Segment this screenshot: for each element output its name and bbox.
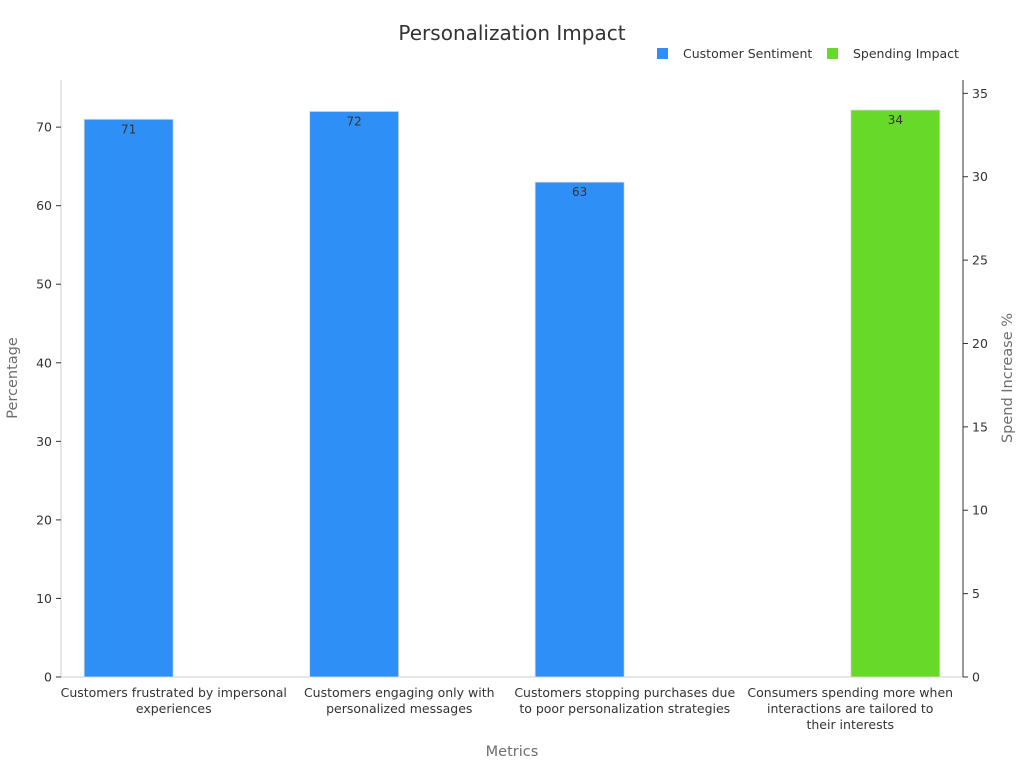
bar-customer-sentiment [83, 118, 174, 678]
x-tick-label: personalized messages [326, 701, 472, 716]
plot-area: 0 10 20 30 40 50 60 70 0 5 10 15 20 25 30 35 Customers f… [36, 80, 988, 732]
x-tick-label: to poor personalization strategies [519, 701, 730, 716]
y2-tick-label: 35 [972, 86, 988, 101]
y2-tick-label: 25 [972, 253, 988, 268]
y2-tick-label: 10 [972, 503, 988, 518]
legend-swatch-spending-impact [827, 48, 838, 59]
x-tick-label: interactions are tailored to [767, 701, 933, 716]
bar-value-label: 63 [572, 185, 587, 199]
y2-tick-label: 5 [972, 586, 980, 601]
bar-customer-sentiment [309, 111, 400, 678]
bar-spending-impact [850, 109, 941, 678]
x-tick-label: Consumers spending more when [747, 685, 953, 700]
x-tick-label: Customers frustrated by impersonal [61, 685, 287, 700]
legend-label-spending-impact: Spending Impact [853, 46, 959, 61]
x-tick-label: Customers stopping purchases due [514, 685, 735, 700]
y2-tick-label: 20 [972, 336, 988, 351]
x-tick-label: their interests [806, 717, 894, 732]
bar-value-label: 72 [347, 114, 362, 128]
legend-swatch-customer-sentiment [657, 48, 668, 59]
y-tick-label: 70 [36, 120, 52, 135]
legend-label-customer-sentiment: Customer Sentiment [683, 46, 812, 61]
chart-title: Personalization Impact [398, 21, 625, 45]
x-axis-title: Metrics [486, 744, 539, 760]
bar-customer-sentiment [534, 181, 625, 678]
y2-axis-title: Spend Increase % [1000, 313, 1016, 443]
bar-value-label: 34 [888, 113, 903, 127]
x-tick-label: experiences [136, 701, 212, 716]
y-tick-label: 50 [36, 277, 52, 292]
y2-tick-label: 0 [972, 670, 980, 685]
bar-value-label: 71 [121, 122, 136, 136]
y-tick-label: 60 [36, 198, 52, 213]
y-tick-label: 40 [36, 355, 52, 370]
y-tick-label: 0 [44, 670, 52, 685]
legend: Customer Sentiment Spending Impact [657, 46, 959, 61]
y-axis-title: Percentage [5, 337, 21, 419]
y2-tick-label: 30 [972, 169, 988, 184]
y-tick-label: 20 [36, 512, 52, 527]
y-tick-label: 30 [36, 434, 52, 449]
x-tick-label: Customers engaging only with [304, 685, 495, 700]
y-tick-label: 10 [36, 591, 52, 606]
y2-tick-label: 15 [972, 419, 988, 434]
